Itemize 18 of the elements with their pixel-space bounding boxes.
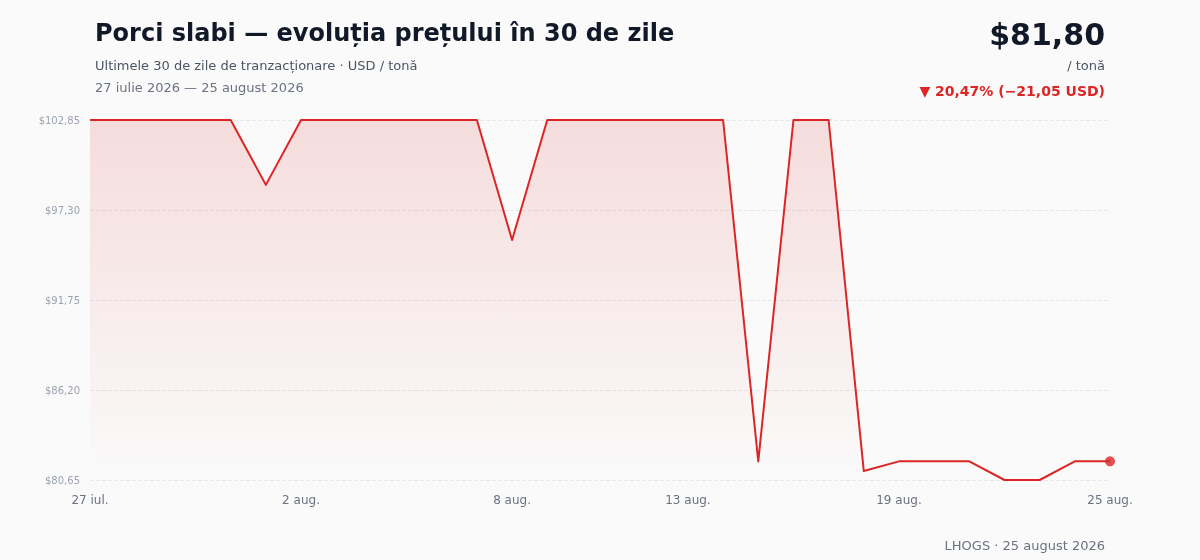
text: $81,80 [989, 16, 1106, 52]
x-tick-label: 8 aug. [493, 493, 531, 507]
text: ▼ 20,47% (−21,05 USD) [919, 83, 1106, 99]
text: LHOGS · 25 august 2026 [944, 538, 1106, 553]
y-tick-label: $86,20 [45, 384, 80, 396]
x-tick-label: 25 aug. [1087, 493, 1133, 507]
y-tick-label: $80,65 [45, 474, 80, 486]
chart-title: Porci slabi — evoluția prețului în 30 de zile [95, 19, 675, 47]
chart-subtitle: Ultimele 30 de zile de tranzacționare · USD / tonă [95, 58, 418, 73]
x-tick-label: 19 aug. [876, 493, 922, 507]
y-tick-label: $91,75 [45, 294, 80, 306]
y-tick-label: $97,30 [45, 204, 80, 216]
y-tick-label: $102,85 [38, 114, 80, 126]
x-tick-label: 27 iul. [71, 493, 109, 507]
text: / tonă [1067, 58, 1106, 73]
text: 27 iulie 2026 — 25 august 2026 [95, 80, 304, 95]
x-tick-label: 2 aug. [282, 493, 320, 507]
x-tick-label: 13 aug. [665, 493, 711, 507]
